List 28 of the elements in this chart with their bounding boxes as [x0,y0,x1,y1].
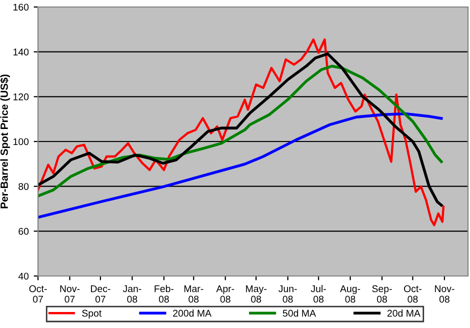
x-tick-label: Feb- 08 [154,285,174,303]
line-series [38,112,443,219]
x-tick-label: Sep- 08 [372,285,392,303]
y-axis-title: Per-Barrel Spot Price (US$) [0,74,10,208]
y-tick-label: 60 [18,228,29,235]
y-tick-label: 120 [13,93,29,100]
x-tick-label: Oct- 07 [29,285,47,303]
x-tick-label: Nov- 08 [434,285,454,303]
x-tick-label: Oct- 08 [404,285,422,303]
legend-label: 50d MA [282,310,316,317]
x-tick-label: Jun- 08 [278,285,297,303]
y-tick-label: 140 [13,48,29,56]
line-series [38,38,445,226]
x-tick-label: Nov- 07 [60,285,80,303]
x-tick-label: May- 08 [246,285,266,303]
legend-label: Spot [82,310,102,319]
x-tick-label: Mar- 08 [184,285,204,303]
x-tick-label: Dec- 07 [90,285,110,303]
legend-label: 20d MA [387,310,420,317]
x-tick-label: Apr- 08 [216,285,234,303]
x-tick-label: Aug- 08 [340,285,360,303]
y-tick-label: 100 [13,138,29,146]
y-tick-label: 40 [18,272,29,280]
x-tick-label: Jan- 08 [122,285,142,303]
x-tick-label: Jul- 08 [310,285,326,303]
legend-label: 200d MA [173,310,212,317]
y-tick-label: 160 [13,4,29,11]
y-tick-label: 80 [18,183,29,190]
